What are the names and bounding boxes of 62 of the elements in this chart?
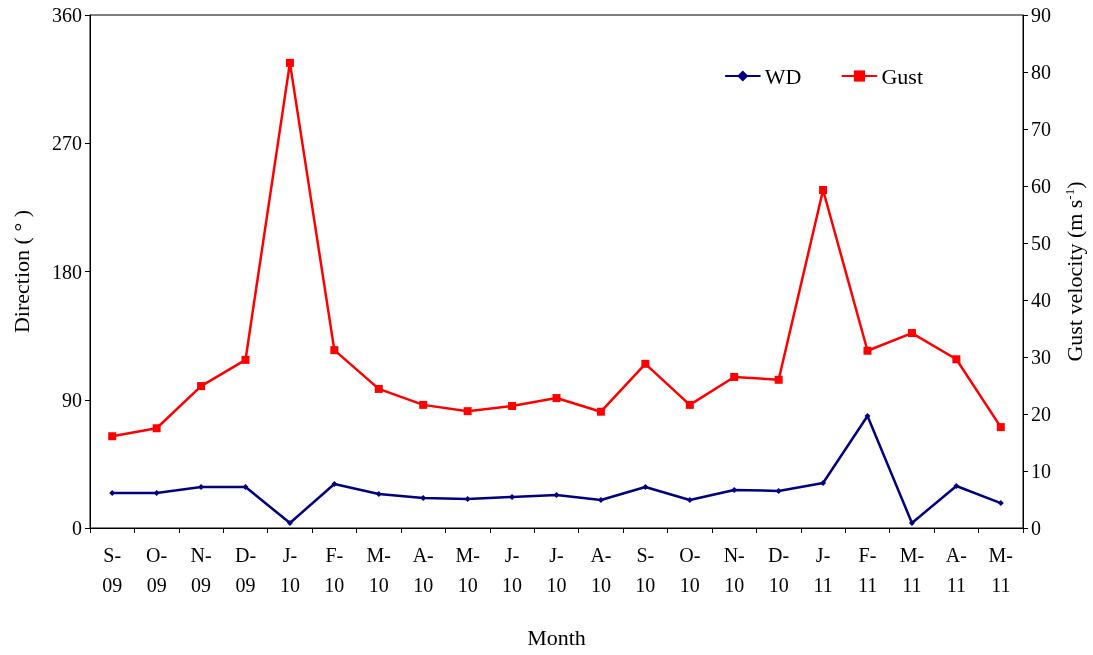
point xyxy=(552,394,561,403)
point xyxy=(330,346,339,355)
x-tick-label: D- 09 xyxy=(234,544,257,596)
x-tick-label: A- 10 xyxy=(412,544,434,596)
point xyxy=(863,346,872,355)
point xyxy=(285,58,294,67)
point xyxy=(641,359,650,368)
x-tick-label: F- 11 xyxy=(857,544,878,596)
x-tick-label: M- 11 xyxy=(988,544,1014,596)
point xyxy=(508,402,517,411)
point xyxy=(197,382,206,391)
point xyxy=(463,407,472,416)
y-tick-label: 360 xyxy=(52,4,82,26)
x-tick-label: J- 11 xyxy=(813,544,833,596)
y2-tick-label: 10 xyxy=(1031,460,1051,482)
x-tick-label: N- 09 xyxy=(190,544,212,596)
x-tick-label: F- 10 xyxy=(324,544,345,596)
point xyxy=(419,400,428,409)
x-tick-label: S- 10 xyxy=(635,544,656,596)
y2-tick-label: 80 xyxy=(1031,61,1051,83)
x-tick-label: M- 11 xyxy=(899,544,925,596)
y2-tick-label: 30 xyxy=(1031,346,1051,368)
point xyxy=(108,432,117,441)
x-tick-label: A- 10 xyxy=(590,544,612,596)
point xyxy=(152,424,161,433)
point xyxy=(596,407,605,416)
point xyxy=(685,400,694,409)
y-tick-label: 180 xyxy=(52,260,82,283)
point xyxy=(819,185,828,194)
x-tick-label: A- 11 xyxy=(945,544,967,596)
y2-tick-label: 50 xyxy=(1031,232,1051,254)
point xyxy=(374,384,383,393)
point xyxy=(241,355,250,364)
y2-tick-label: 0 xyxy=(1031,517,1041,539)
y2-tick-label: 70 xyxy=(1031,118,1051,140)
y2-tick-label: 40 xyxy=(1031,289,1051,311)
point xyxy=(730,372,739,381)
x-tick-label: J- 10 xyxy=(279,544,300,596)
y2-tick-label: 60 xyxy=(1031,175,1051,197)
x-tick-label: M- 10 xyxy=(366,544,392,596)
y2-tick-label: 20 xyxy=(1031,403,1051,425)
point xyxy=(774,375,783,384)
y2-axis-title: Gust velocity (m s-1) xyxy=(1061,181,1087,362)
x-tick-label: M- 10 xyxy=(455,544,480,596)
x-tick-label: O- 09 xyxy=(146,544,168,596)
point xyxy=(996,423,1005,432)
x-tick-label: J- 10 xyxy=(502,544,523,596)
y-tick-label: 90 xyxy=(62,388,82,411)
legend-label: WD xyxy=(764,63,802,89)
x-tick-label: D- 10 xyxy=(768,544,790,596)
point xyxy=(952,355,961,364)
y2-tick-label: 90 xyxy=(1031,4,1051,26)
y-tick-label: 270 xyxy=(52,132,82,155)
x-tick-label: S- 09 xyxy=(102,544,123,596)
x-tick-label: N- 10 xyxy=(723,544,745,596)
y-tick-label: 0 xyxy=(72,517,82,539)
x-tick-label: O- 10 xyxy=(679,544,701,596)
x-tick-label: J- 10 xyxy=(546,544,567,596)
point xyxy=(907,329,916,338)
legend-label: Gust xyxy=(881,63,923,89)
x-axis-title: Month xyxy=(527,624,586,650)
y-axis-title: Direction ( ° ) xyxy=(8,209,34,334)
